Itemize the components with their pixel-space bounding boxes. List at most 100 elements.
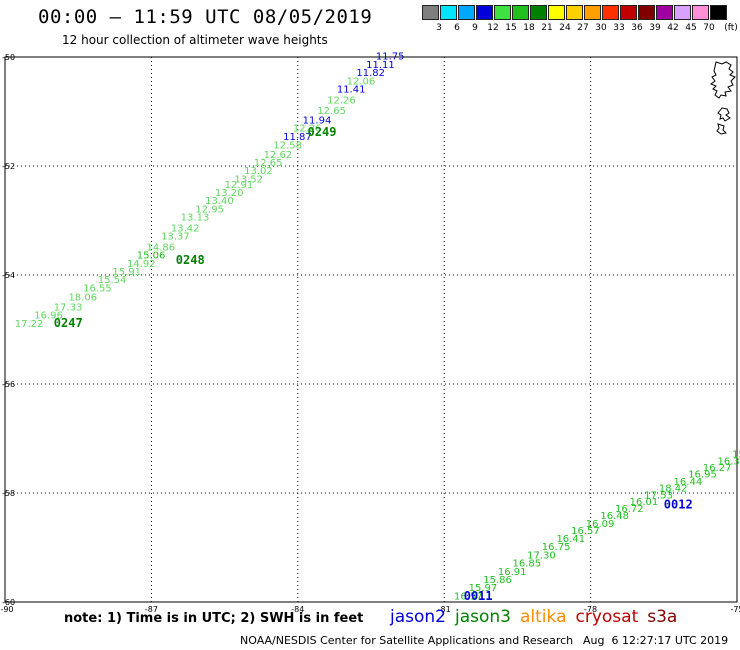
scale-swatch xyxy=(620,5,637,20)
scale-label: 12 xyxy=(487,23,499,33)
swh-value-label: 13.42 xyxy=(171,223,200,234)
swh-value-label: 16.96 xyxy=(34,311,63,322)
swh-value-label: 13.52 xyxy=(234,174,263,185)
scale-swatch xyxy=(476,5,493,20)
scale-swatch xyxy=(530,5,547,20)
swh-value-label: 17.53 xyxy=(644,490,673,501)
scale-swatch xyxy=(584,5,601,20)
scale-label: 27 xyxy=(577,23,589,33)
legend-item-altika: altika xyxy=(520,607,567,627)
page-subtitle: 12 hour collection of altimeter wave hei… xyxy=(62,33,328,47)
legend-item-s3a: s3a xyxy=(647,607,678,627)
swh-values: 17.2216.9617.3318.0616.5515.5415.9114.92… xyxy=(15,52,740,603)
swh-value-label: 17.33 xyxy=(54,302,83,313)
y-tick-label: -50 xyxy=(2,53,15,62)
scale-label: 18 xyxy=(523,23,535,33)
swh-value-label: 12.65 xyxy=(254,158,283,169)
scale-unit-label: (ft) xyxy=(724,23,738,33)
scale-label: 45 xyxy=(685,23,697,33)
swh-value-label: 11.41 xyxy=(337,84,366,95)
swh-value-label: 16.01 xyxy=(630,497,659,508)
swh-value-label: 12.91 xyxy=(225,180,254,191)
legend-item-cryosat: cryosat xyxy=(575,607,639,627)
x-tick-label: -84 xyxy=(291,605,304,614)
swh-value-label: 13.40 xyxy=(205,196,234,207)
time-label: 0248 xyxy=(176,253,205,267)
y-tick-label: -54 xyxy=(2,271,15,280)
time-label: 0011 xyxy=(464,589,493,603)
swh-value-label: 16.27 xyxy=(703,463,732,474)
swh-value-label: 12.26 xyxy=(293,124,322,135)
swh-value-label: 16.91 xyxy=(498,567,527,578)
swh-value-label: 13.37 xyxy=(161,232,190,243)
swh-value-label: 16.72 xyxy=(615,504,644,515)
x-tick-label: -87 xyxy=(145,605,158,614)
scale-label: 70 xyxy=(703,23,715,33)
swh-value-label: 18.06 xyxy=(68,293,97,304)
scale-label: 24 xyxy=(559,23,571,33)
scale-label: 9 xyxy=(472,23,478,33)
x-tick-label: -81 xyxy=(438,605,451,614)
y-tick-label: -56 xyxy=(2,380,15,389)
time-label: 0249 xyxy=(308,125,337,139)
legend-item-jason2: jason2 xyxy=(390,607,446,627)
scale-label: 3 xyxy=(436,23,442,33)
scale-swatch xyxy=(548,5,565,20)
scale-label: 36 xyxy=(631,23,643,33)
scale-label: 39 xyxy=(649,23,661,33)
swh-value-label: 12.62 xyxy=(264,150,293,161)
swh-value-label: 11.87 xyxy=(283,132,312,143)
swh-value-label: 16.41 xyxy=(556,534,585,545)
swh-value-label: 16.85 xyxy=(513,559,542,570)
swh-value-label: 11.75 xyxy=(376,52,405,63)
swh-value-label: 16.44 xyxy=(674,477,703,488)
scale-swatch xyxy=(656,5,673,20)
scale-swatch xyxy=(710,5,727,20)
credit-text: NOAA/NESDIS Center for Satellite Applica… xyxy=(240,634,574,647)
x-tick-label: -90 xyxy=(0,605,13,614)
swh-value-label: 12.95 xyxy=(195,204,224,215)
swh-value-label: 16.57 xyxy=(571,526,600,537)
time-labels: 0247 0248 0249 0011 0012 xyxy=(54,125,693,603)
swh-value-label: 16.48 xyxy=(600,511,629,522)
swh-value-label: 15.86 xyxy=(483,575,512,586)
swh-value-label: 15.54 xyxy=(98,275,127,286)
swh-value-label: 14.92 xyxy=(127,259,156,270)
x-tick-label: -78 xyxy=(584,605,597,614)
swh-value-label: 11.94 xyxy=(303,115,332,126)
swh-value-label: 12.58 xyxy=(273,141,302,152)
swh-value-label: 17.22 xyxy=(15,319,44,330)
scale-swatch xyxy=(638,5,655,20)
axis-tick-labels: -90 -87 -84 -81 -78 -75 -50 -52 -54 -56 -58 -60 xyxy=(0,53,740,614)
swh-value-label: 16.95 xyxy=(688,470,717,481)
scale-label: 21 xyxy=(541,23,553,33)
swh-value-label: 12.65 xyxy=(317,106,346,117)
swh-value-label: 16.33 xyxy=(717,457,740,468)
scale-swatch xyxy=(512,5,529,20)
swh-value-label: 18.42 xyxy=(659,483,688,494)
scale-swatch xyxy=(566,5,583,20)
scale-swatch xyxy=(422,5,439,20)
swh-value-label: 16.57 xyxy=(454,591,483,602)
scale-swatch xyxy=(602,5,619,20)
swh-value-label: 12.06 xyxy=(347,76,376,87)
swh-value-label: 12.26 xyxy=(327,95,356,106)
scale-label: 33 xyxy=(613,23,625,33)
swh-value-label: 11.82 xyxy=(356,68,385,79)
scale-label: 15 xyxy=(505,23,517,33)
note-text: note: 1) Time is in UTC; 2) SWH is in fe… xyxy=(64,611,364,626)
time-label: 0012 xyxy=(664,497,693,511)
timestamp-text: Aug 6 12:27:17 UTC 2019 xyxy=(583,634,729,647)
swh-value-label: 15.91 xyxy=(112,267,141,278)
swh-value-label: 11.11 xyxy=(366,60,395,71)
scale-label: 6 xyxy=(454,23,460,33)
swh-value-label: 17.30 xyxy=(527,550,556,561)
scale-swatch xyxy=(692,5,709,20)
scale-swatch xyxy=(494,5,511,20)
grid-lines xyxy=(5,57,737,602)
swh-value-label: 16.75 xyxy=(542,542,571,553)
swh-value-label: 15.97 xyxy=(469,583,498,594)
y-tick-label: -60 xyxy=(2,598,15,607)
y-tick-label: -58 xyxy=(2,489,15,498)
